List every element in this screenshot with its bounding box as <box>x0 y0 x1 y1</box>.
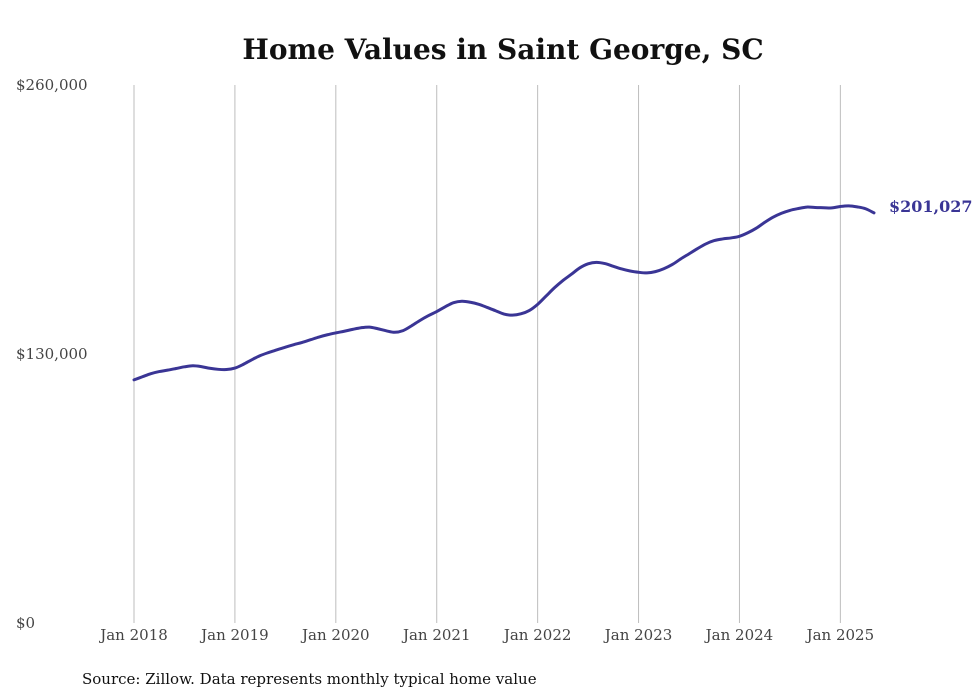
end-value-label: $201,027 <box>889 197 973 216</box>
x-tick-label-2018: Jan 2018 <box>98 626 168 644</box>
x-tick-label-2020: Jan 2020 <box>300 626 370 644</box>
gridlines <box>133 85 841 623</box>
x-tick-label-2024: Jan 2024 <box>704 626 774 644</box>
x-tick-label-2021: Jan 2021 <box>401 626 471 644</box>
x-tick-label-2023: Jan 2023 <box>603 626 673 644</box>
y-tick-label-260000: $260,000 <box>16 76 88 94</box>
y-tick-label-130000: $130,000 <box>16 345 88 363</box>
x-tick-label-2022: Jan 2022 <box>502 626 572 644</box>
x-tick-label-2019: Jan 2019 <box>199 626 269 644</box>
x-tick-label-2025: Jan 2025 <box>805 626 875 644</box>
source-note: Source: Zillow. Data represents monthly … <box>82 670 537 688</box>
chart-title: Home Values in Saint George, SC <box>242 33 763 66</box>
series-line-0 <box>132 204 876 382</box>
x-axis-tick-labels: Jan 2018 Jan 2019 Jan 2020 Jan 2021 Jan 2022… <box>98 626 874 644</box>
y-axis-tick-labels: $0 $130,000 $260,000 <box>16 76 88 632</box>
series-layer <box>132 204 876 382</box>
y-tick-label-0: $0 <box>16 614 35 632</box>
